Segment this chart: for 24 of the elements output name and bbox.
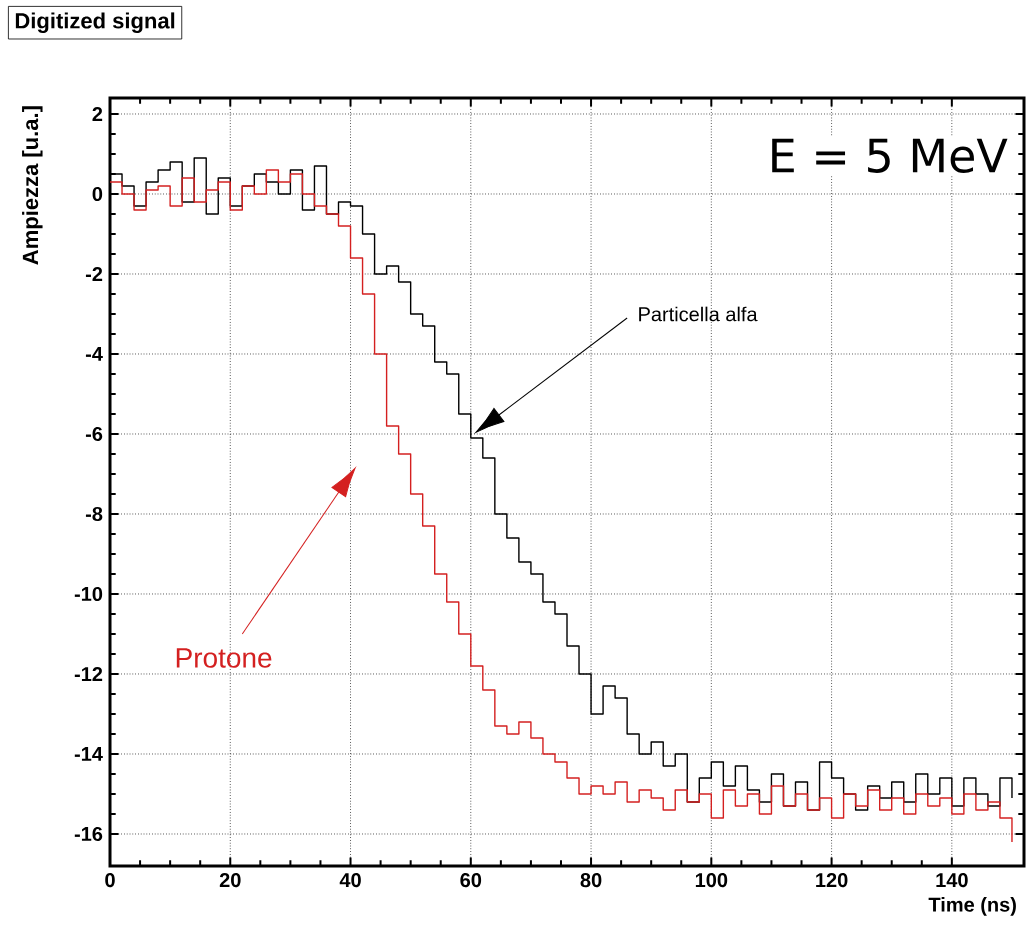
y-tick-label: -6	[85, 426, 103, 442]
annotation: Particella alfa	[639, 306, 758, 322]
y-tick-label: -10	[74, 586, 103, 602]
x-tick-label: 40	[339, 873, 361, 888]
annotation: E = 5 MeV	[772, 138, 1008, 173]
y-tick-label: -12	[74, 667, 103, 681]
y-tick-label: -8	[85, 506, 103, 522]
x-tick-label: 140	[936, 873, 968, 888]
y-tick-label: -14	[74, 747, 103, 761]
y-tick-label: -16	[74, 826, 103, 842]
annotation: Protone	[176, 648, 272, 668]
x-axis-title: Time (ns)	[928, 897, 1016, 916]
x-tick-label: 100	[695, 873, 728, 888]
x-tick-label: 20	[219, 873, 241, 888]
y-tick-label: -4	[85, 347, 103, 361]
y-tick-label: 2	[92, 107, 103, 121]
x-tick-label: 60	[460, 873, 482, 888]
x-tick-label: 120	[816, 873, 848, 888]
y-axis-title: Ampiezza [u.a.]	[22, 106, 43, 265]
y-tick-label: -2	[85, 267, 103, 281]
x-tick-label: 0	[105, 873, 115, 888]
x-tick-label: 80	[580, 873, 602, 888]
chart-title: Digitized signal	[15, 12, 175, 33]
y-tick-label: 0	[92, 186, 103, 202]
